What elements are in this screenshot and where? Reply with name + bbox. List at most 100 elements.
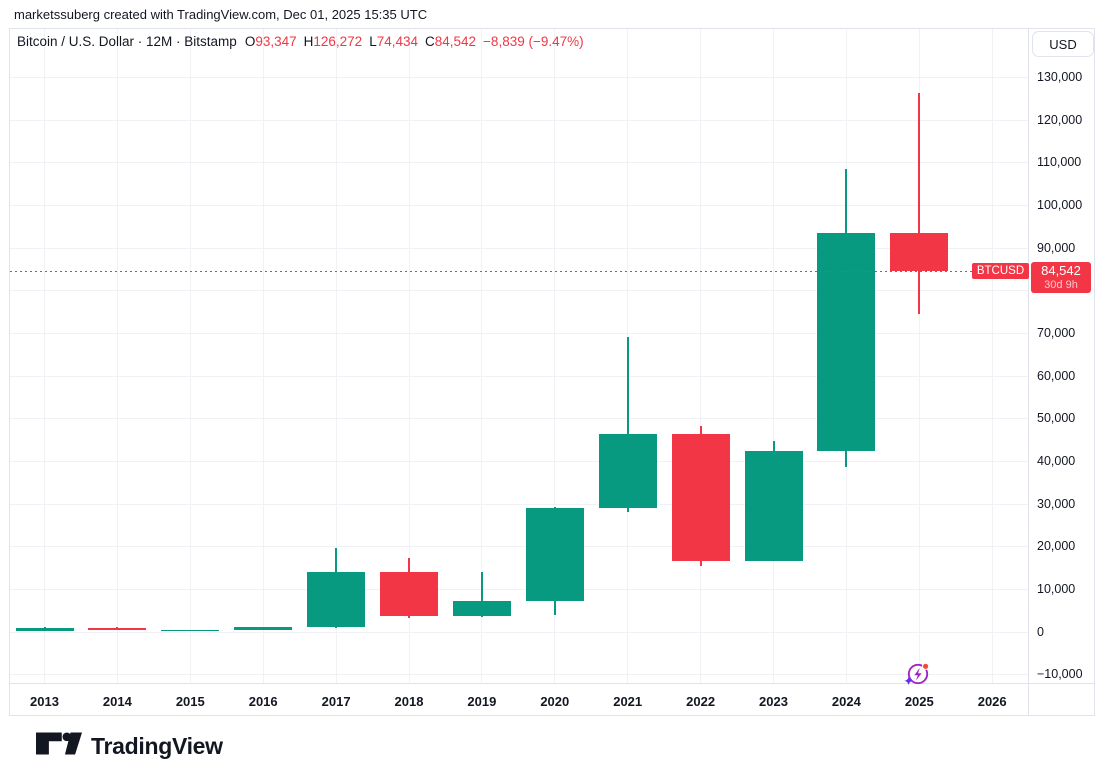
candle-body-2025: [890, 233, 949, 271]
price-tick-label: 60,000: [1037, 369, 1076, 383]
price-tick-label: 100,000: [1037, 198, 1083, 212]
year-tick-label: 2023: [759, 694, 788, 709]
last-price-line: [10, 271, 1030, 272]
candle-wick-2021: [626, 337, 629, 512]
horizontal-gridline: [10, 248, 1028, 249]
horizontal-gridline: [10, 162, 1028, 163]
candle-body-2014: [88, 628, 147, 631]
candle-body-2024: [817, 233, 876, 452]
vertical-gridline: [700, 29, 702, 683]
attribution-bar: marketssuberg created with TradingView.c…: [14, 0, 427, 28]
tradingview-logo[interactable]: TradingView: [36, 732, 223, 760]
horizontal-gridline: [10, 205, 1028, 206]
year-tick-label: 2019: [467, 694, 497, 709]
year-tick-label: 2013: [30, 694, 59, 709]
price-tick-label: 10,000: [1037, 582, 1076, 596]
chart-frame-border: [9, 28, 1095, 716]
ohlc-letter: C: [425, 34, 435, 49]
year-tick-label: 2020: [540, 694, 570, 709]
horizontal-gridline: [10, 77, 1028, 78]
horizontal-gridline: [10, 546, 1028, 547]
last-price-value: 84,542: [1041, 263, 1081, 278]
ohlc-values: O93,347 H126,272 L74,434 C84,542: [245, 34, 483, 49]
horizontal-gridline: [10, 376, 1028, 377]
vertical-gridline: [189, 29, 191, 683]
year-tick-label: 2021: [613, 694, 643, 709]
ohlc-value: 84,542: [434, 34, 477, 49]
vertical-gridline: [44, 29, 45, 683]
horizontal-gridline: [10, 120, 1028, 121]
horizontal-gridline: [10, 290, 1028, 291]
symbol-flag-text: BTCUSD: [976, 265, 1025, 277]
price-tick-label: 130,000: [1037, 70, 1083, 84]
price-tick-label: 20,000: [1037, 539, 1076, 553]
candle-wick-2019: [480, 572, 483, 618]
price-tick-label: 0: [1037, 625, 1044, 639]
ohlc-letter: L: [369, 34, 377, 49]
currency-unit-button[interactable]: USD: [1032, 31, 1094, 57]
horizontal-gridline: [10, 589, 1028, 590]
tradingview-logo-icon: [36, 732, 82, 760]
change-value: −8,839 (−9.47%): [483, 34, 584, 49]
year-tick-label: 2017: [321, 694, 351, 709]
candle-body-2017: [307, 572, 366, 628]
price-tick-label: 90,000: [1037, 241, 1076, 255]
ohlc-letter: H: [303, 34, 314, 49]
candle-body-2022: [671, 434, 730, 561]
candle-body-2019: [452, 600, 511, 616]
horizontal-gridline: [10, 333, 1028, 334]
horizontal-gridline: [10, 461, 1028, 462]
horizontal-gridline: [10, 632, 1028, 633]
price-tick-label: 50,000: [1037, 411, 1076, 425]
tradingview-logo-text: TradingView: [91, 732, 223, 759]
year-tick-label: 2025: [904, 694, 934, 709]
year-tick-label: 2024: [831, 694, 861, 709]
horizontal-gridline: [10, 418, 1028, 419]
candle-body-2018: [380, 572, 438, 616]
ohlc-value: 126,272: [313, 34, 363, 49]
vertical-gridline: [991, 29, 993, 683]
last-price-label: 84,542 30d 9h: [1031, 262, 1091, 293]
price-tick-label: −10,000: [1037, 667, 1083, 681]
vertical-gridline: [262, 29, 264, 683]
vertical-gridline: [554, 29, 556, 683]
symbol-title: Bitcoin / U.S. Dollar · 12M · Bitstamp: [17, 34, 237, 49]
year-tick-label: 2018: [394, 694, 424, 709]
candle-body-2023: [744, 451, 803, 561]
bar-countdown: 30d 9h: [1044, 279, 1078, 291]
candle-body-2021: [598, 434, 657, 508]
chart-legend: Bitcoin / U.S. Dollar · 12M · Bitstamp O9…: [17, 35, 584, 49]
year-tick-label: 2015: [175, 694, 205, 709]
price-tick-label: 70,000: [1037, 326, 1076, 340]
flash-event-icon[interactable]: [904, 661, 931, 693]
attribution-text: marketssuberg created with TradingView.c…: [14, 6, 428, 22]
price-tick-label: 110,000: [1037, 155, 1082, 169]
candle-body-2016: [234, 627, 293, 630]
ohlc-letter: O: [244, 34, 256, 49]
year-tick-label: 2016: [248, 694, 278, 709]
year-tick-label: 2022: [686, 694, 716, 709]
candle-wick-2025: [918, 92, 921, 315]
price-tick-label: 40,000: [1037, 454, 1076, 468]
year-tick-label: 2014: [102, 694, 132, 709]
horizontal-gridline: [10, 504, 1028, 505]
candle-body-2020: [525, 507, 584, 601]
price-axis-separator: [1028, 29, 1029, 716]
ohlc-value: 74,434: [376, 34, 418, 49]
vertical-gridline: [481, 29, 483, 683]
vertical-gridline: [773, 29, 774, 683]
symbol-price-flag: BTCUSD: [972, 263, 1029, 279]
candle-body-2013: [15, 628, 74, 632]
time-axis-separator: [10, 683, 1095, 684]
horizontal-gridline: [10, 674, 1028, 675]
vertical-gridline: [116, 29, 118, 683]
candle-body-2015: [161, 629, 220, 632]
price-tick-label: 120,000: [1037, 113, 1083, 127]
vertical-gridline: [335, 29, 337, 683]
vertical-gridline: [918, 29, 920, 683]
price-tick-label: 30,000: [1037, 497, 1076, 511]
vertical-gridline: [408, 29, 410, 683]
ohlc-value: 93,347: [255, 34, 297, 49]
year-tick-label: 2026: [977, 694, 1007, 709]
